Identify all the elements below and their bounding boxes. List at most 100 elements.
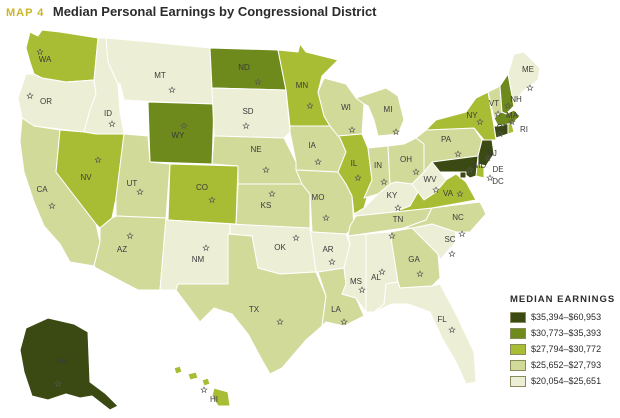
state-label-co: CO	[196, 183, 208, 192]
capital-star-icon	[458, 230, 466, 238]
state-nh	[499, 73, 515, 115]
state-label-ks: KS	[261, 201, 272, 210]
capital-star-icon	[494, 110, 502, 118]
state-label-nd: ND	[238, 63, 250, 72]
state-me	[507, 51, 541, 107]
capital-star-icon	[36, 48, 44, 56]
state-label-wv: WV	[424, 175, 438, 184]
state-label-me: ME	[522, 65, 534, 74]
state-label-nj: NJ	[487, 149, 497, 158]
legend-title: MEDIAN EARNINGS	[510, 294, 616, 305]
state-label-il: IL	[351, 159, 358, 168]
capital-star-icon	[508, 118, 516, 126]
capital-star-icon	[388, 232, 396, 240]
state-label-de: DE	[492, 165, 503, 174]
state-label-sc: SC	[444, 235, 455, 244]
legend-label: $30,773–$35,393	[531, 328, 602, 338]
capital-star-icon	[348, 126, 356, 134]
capital-star-icon	[486, 174, 494, 182]
state-label-in: IN	[374, 161, 382, 170]
state-co	[167, 163, 239, 225]
capital-star-icon	[328, 258, 336, 266]
state-ks	[235, 183, 311, 229]
state-sd	[211, 87, 291, 139]
capital-star-icon	[306, 102, 314, 110]
state-label-oh: OH	[400, 155, 412, 164]
capital-star-icon	[262, 166, 270, 174]
state-label-ca: CA	[36, 185, 48, 194]
state-nv	[55, 129, 125, 229]
legend-item: $20,054–$25,651	[510, 373, 618, 389]
state-label-tn: TN	[393, 215, 404, 224]
state-il	[337, 133, 373, 215]
state-label-ne: NE	[250, 145, 261, 154]
capital-star-icon	[200, 386, 208, 394]
legend-swatch	[510, 343, 526, 355]
capital-star-icon	[202, 244, 210, 252]
capital-star-icon	[392, 128, 400, 136]
state-va	[393, 173, 477, 213]
state-hi	[173, 365, 231, 407]
state-label-ky: KY	[387, 191, 398, 200]
capital-star-icon	[254, 78, 262, 86]
state-label-sd: SD	[242, 107, 253, 116]
capital-star-icon	[496, 130, 504, 138]
capital-star-icon	[466, 166, 474, 174]
capital-star-icon	[136, 188, 144, 196]
legend-swatch	[510, 375, 526, 387]
capital-star-icon	[380, 178, 388, 186]
legend-label: $25,652–$27,793	[531, 360, 602, 370]
capital-star-icon	[354, 174, 362, 182]
state-mn	[277, 43, 339, 127]
legend-label: $20,054–$25,651	[531, 376, 602, 386]
state-fl	[373, 281, 477, 385]
state-label-hi: HI	[210, 395, 218, 404]
capital-star-icon	[394, 204, 402, 212]
state-label-mi: MI	[384, 105, 393, 114]
capital-star-icon	[432, 186, 440, 194]
state-label-or: OR	[40, 97, 52, 106]
capital-star-icon	[412, 168, 420, 176]
state-label-ms: MS	[350, 277, 362, 286]
state-label-nm: NM	[192, 255, 205, 264]
state-ut	[115, 133, 171, 219]
state-label-ma: MA	[506, 111, 519, 120]
capital-star-icon	[208, 196, 216, 204]
capital-star-icon	[54, 380, 62, 388]
state-label-la: LA	[331, 305, 341, 314]
capital-star-icon	[484, 154, 492, 162]
capital-star-icon	[314, 158, 322, 166]
capital-star-icon	[48, 202, 56, 210]
state-label-nh: NH	[510, 95, 522, 104]
capital-star-icon	[448, 326, 456, 334]
capital-star-icon	[292, 234, 300, 242]
state-label-tx: TX	[249, 305, 260, 314]
state-label-ia: IA	[308, 141, 316, 150]
state-label-vt: VT	[489, 99, 499, 108]
legend: MEDIAN EARNINGS $35,394–$60,953 $30,773–…	[510, 294, 618, 389]
capital-star-icon	[242, 122, 250, 130]
state-label-md: MD	[474, 161, 487, 170]
state-label-nc: NC	[452, 213, 464, 222]
capital-star-icon	[276, 318, 284, 326]
legend-item: $27,794–$30,772	[510, 341, 618, 357]
legend-item: $30,773–$35,393	[510, 325, 618, 341]
capital-star-icon	[526, 84, 534, 92]
state-label-ut: UT	[127, 179, 138, 188]
state-label-nv: NV	[80, 173, 92, 182]
state-label-az: AZ	[117, 245, 127, 254]
capital-star-icon	[322, 214, 330, 222]
state-label-mn: MN	[296, 81, 309, 90]
us-map: WA OR CA ID NV MT WY UT AZ CO NM ND SD NE KS OK TX MN IA MO…	[0, 22, 620, 418]
capital-star-icon	[108, 120, 116, 128]
legend-label: $27,794–$30,772	[531, 344, 602, 354]
legend-label: $35,394–$60,953	[531, 312, 602, 322]
state-wa	[25, 29, 99, 83]
legend-swatch	[510, 311, 526, 323]
state-label-ak: AK	[57, 357, 68, 366]
state-label-pa: PA	[441, 135, 452, 144]
state-label-va: VA	[443, 189, 454, 198]
state-label-ok: OK	[274, 243, 286, 252]
state-label-ri: RI	[520, 125, 528, 134]
state-dc	[459, 171, 467, 179]
